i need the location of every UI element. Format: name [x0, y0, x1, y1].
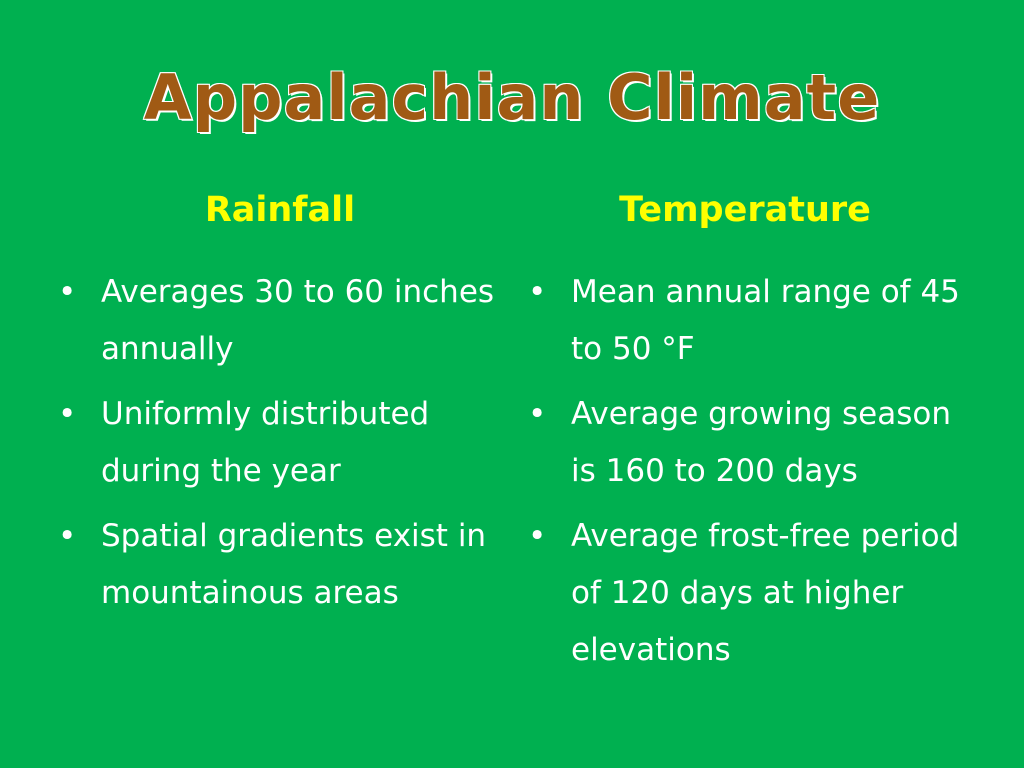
bullet-text: Averages 30 to 60 inches annually [101, 274, 495, 367]
bullet-item: • Averages 30 to 60 inches annually [58, 264, 498, 378]
rainfall-heading: Rainfall [204, 190, 356, 230]
bullet-text: Average frost-free period of 120 days at… [571, 518, 960, 668]
bullet-text: Mean annual range of 45 to 50 °F [571, 274, 960, 367]
rainfall-bullet-list: • Averages 30 to 60 inches annually • Un… [58, 264, 498, 630]
bullet-item: • Uniformly distributed during the year [58, 386, 498, 500]
bullet-icon: • [58, 274, 77, 310]
slide-title: Appalachian Climate [143, 60, 881, 135]
bullet-icon: • [528, 518, 547, 554]
bullet-text: Average growing season is 160 to 200 day… [571, 396, 951, 489]
bullet-text: Uniformly distributed during the year [101, 396, 430, 489]
bullet-item: • Mean annual range of 45 to 50 °F [528, 264, 968, 378]
bullet-icon: • [528, 274, 547, 310]
temperature-heading: Temperature [619, 190, 871, 230]
bullet-item: • Average growing season is 160 to 200 d… [528, 386, 968, 500]
bullet-item: • Spatial gradients exist in mountainous… [58, 508, 498, 622]
bullet-icon: • [528, 396, 547, 432]
bullet-text: Spatial gradients exist in mountainous a… [101, 518, 487, 611]
temperature-bullet-list: • Mean annual range of 45 to 50 °F • Ave… [528, 264, 968, 687]
bullet-icon: • [58, 396, 77, 432]
bullet-item: • Average frost-free period of 120 days … [528, 508, 968, 679]
bullet-icon: • [58, 518, 77, 554]
